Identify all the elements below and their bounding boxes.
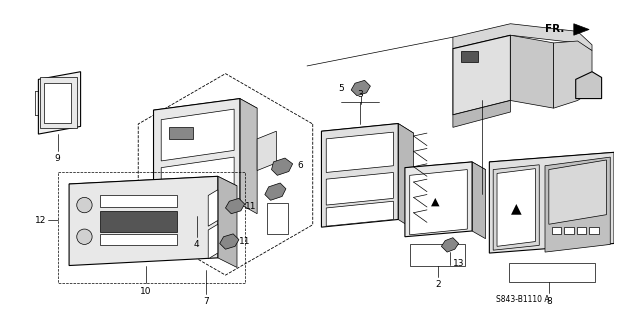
Text: ▲: ▲ (511, 201, 522, 215)
Text: 2: 2 (436, 280, 442, 289)
Polygon shape (69, 176, 237, 194)
Polygon shape (208, 190, 218, 226)
Polygon shape (271, 158, 292, 175)
Polygon shape (490, 152, 614, 253)
Bar (564, 227, 574, 234)
Polygon shape (321, 123, 413, 141)
Polygon shape (161, 157, 234, 208)
Text: 9: 9 (54, 153, 60, 163)
Bar (267, 203, 288, 234)
Polygon shape (497, 169, 536, 246)
Text: 11: 11 (244, 202, 256, 211)
Text: 11: 11 (239, 237, 250, 246)
Polygon shape (326, 201, 394, 226)
Polygon shape (576, 72, 602, 99)
Polygon shape (549, 160, 607, 224)
Bar (589, 227, 599, 234)
Polygon shape (326, 173, 394, 205)
Polygon shape (398, 123, 413, 229)
Text: 8: 8 (546, 297, 552, 306)
Polygon shape (453, 100, 511, 127)
Text: 5: 5 (339, 84, 344, 93)
Polygon shape (442, 238, 459, 252)
Bar (552, 227, 561, 234)
Text: 6: 6 (298, 161, 303, 170)
Text: 7: 7 (204, 298, 209, 307)
Polygon shape (405, 162, 472, 237)
Text: 4: 4 (194, 240, 200, 249)
Polygon shape (257, 131, 276, 171)
Polygon shape (554, 41, 592, 108)
Polygon shape (321, 123, 398, 227)
Polygon shape (574, 24, 589, 35)
Bar (44, 83, 71, 122)
Bar (100, 196, 177, 207)
Polygon shape (472, 162, 486, 239)
Text: S843-B1110 A: S843-B1110 A (496, 295, 550, 304)
Text: 13: 13 (453, 259, 465, 268)
Polygon shape (631, 178, 640, 193)
Polygon shape (38, 72, 81, 134)
Text: 12: 12 (35, 216, 46, 225)
Circle shape (77, 197, 92, 213)
Polygon shape (161, 109, 234, 161)
Text: ▲: ▲ (431, 196, 440, 206)
Bar (40, 78, 77, 128)
Bar (169, 127, 193, 139)
Polygon shape (154, 99, 240, 216)
Polygon shape (453, 35, 511, 115)
Polygon shape (351, 80, 371, 96)
Bar (461, 51, 478, 62)
Polygon shape (405, 162, 486, 175)
Polygon shape (240, 99, 257, 214)
Polygon shape (511, 35, 554, 108)
Bar (100, 234, 177, 245)
Bar (509, 263, 595, 282)
Bar (100, 211, 177, 232)
Polygon shape (453, 24, 592, 51)
Polygon shape (220, 234, 239, 249)
Polygon shape (493, 165, 540, 250)
Text: FR.: FR. (545, 25, 564, 34)
Polygon shape (614, 152, 633, 255)
Polygon shape (218, 176, 237, 267)
Circle shape (77, 229, 92, 244)
Bar (410, 244, 465, 265)
Bar (577, 227, 586, 234)
Polygon shape (490, 152, 633, 174)
Polygon shape (326, 132, 394, 173)
Polygon shape (225, 198, 244, 214)
Text: 10: 10 (140, 287, 152, 296)
Polygon shape (69, 176, 218, 265)
Polygon shape (265, 183, 286, 200)
Polygon shape (410, 170, 467, 235)
Polygon shape (154, 99, 257, 120)
Text: 3: 3 (357, 90, 363, 99)
Polygon shape (208, 224, 218, 259)
Polygon shape (545, 157, 611, 252)
